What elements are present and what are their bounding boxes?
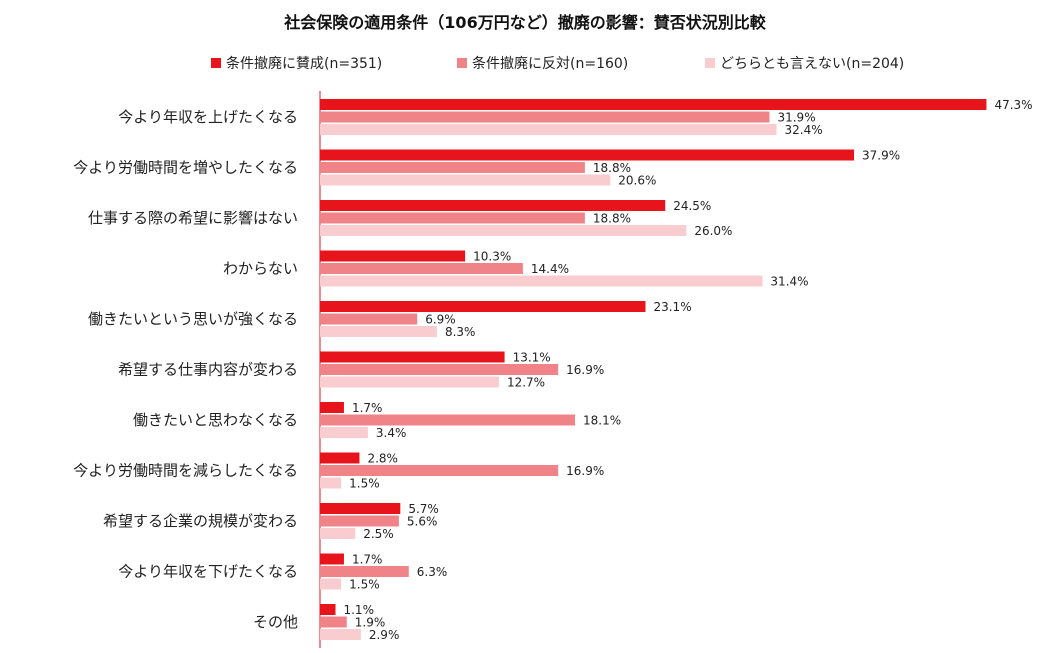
legend-label-1: 条件撤廃に反対(n=160) <box>472 55 628 72</box>
category-label-8: 希望する企業の規模が変わる <box>103 512 298 530</box>
value-label-10-2: 2.9% <box>369 628 400 642</box>
category-label-10: その他 <box>253 613 298 631</box>
bar-3-0 <box>320 250 466 262</box>
value-label-9-1: 6.3% <box>417 565 448 579</box>
value-label-2-1: 18.8% <box>593 212 631 226</box>
bar-2-1 <box>320 212 585 224</box>
category-label-0: 今より年収を上げたくなる <box>118 108 298 126</box>
legend: 条件撤廃に賛成(n=351) 条件撤廃に反対(n=160) どちらとも言えない(n=… <box>211 55 904 72</box>
value-label-3-1: 14.4% <box>531 262 569 276</box>
value-label-8-0: 5.7% <box>408 502 439 516</box>
value-label-3-2: 31.4% <box>770 275 808 289</box>
category-label-1: 今より労働時間を増やしたくなる <box>73 159 298 177</box>
value-label-1-0: 37.9% <box>862 149 900 163</box>
bar-9-2 <box>320 578 342 590</box>
bar-3-2 <box>320 275 763 287</box>
bar-6-1 <box>320 414 576 426</box>
bar-6-2 <box>320 427 368 438</box>
bar-0-1 <box>320 111 770 123</box>
value-label-6-1: 18.1% <box>583 414 621 428</box>
category-label-7: 今より労働時間を減らしたくなる <box>73 462 298 480</box>
value-labels: 47.3%31.9%32.4%37.9%18.8%20.6%24.5%18.8%… <box>343 98 1032 642</box>
bar-0-0 <box>320 99 987 110</box>
category-label-6: 働きたいと思わなくなる <box>133 411 298 429</box>
legend-label-0: 条件撤廃に賛成(n=351) <box>226 55 382 72</box>
legend-swatch-2 <box>705 58 715 68</box>
value-label-0-0: 47.3% <box>994 98 1032 112</box>
legend-label-2: どちらとも言えない(n=204) <box>720 56 904 72</box>
value-label-6-0: 1.7% <box>352 401 383 415</box>
bar-7-2 <box>320 477 342 489</box>
category-labels: 今より年収を上げたくなる今より労働時間を増やしたくなる仕事する際の希望に影響はな… <box>73 108 298 631</box>
bar-6-0 <box>320 402 344 413</box>
bar-2-0 <box>320 200 666 211</box>
bar-8-1 <box>320 515 399 527</box>
chart-title: 社会保険の適用条件（106万円など）撤廃の影響：賛否状況別比較 <box>283 13 766 32</box>
bar-7-1 <box>320 465 559 476</box>
value-label-6-2: 3.4% <box>376 426 407 440</box>
value-label-7-1: 16.9% <box>566 464 604 478</box>
value-label-1-2: 20.6% <box>618 174 656 188</box>
bar-2-2 <box>320 225 687 236</box>
value-label-0-1: 31.9% <box>777 111 815 125</box>
bar-5-1 <box>320 364 559 375</box>
value-label-4-1: 6.9% <box>425 313 456 327</box>
value-label-7-0: 2.8% <box>367 452 398 466</box>
value-label-8-2: 2.5% <box>363 527 394 541</box>
value-label-0-2: 32.4% <box>785 123 823 137</box>
category-label-4: 働きたいという思いが強くなる <box>88 310 298 328</box>
value-label-8-1: 5.6% <box>407 515 438 529</box>
value-label-9-0: 1.7% <box>352 553 383 567</box>
bars <box>320 99 987 640</box>
bar-1-0 <box>320 149 855 161</box>
bar-9-0 <box>320 553 344 565</box>
value-label-2-0: 24.5% <box>673 199 711 213</box>
legend-swatch-0 <box>211 58 221 68</box>
bar-8-0 <box>320 503 401 514</box>
bar-5-2 <box>320 376 499 388</box>
bar-10-2 <box>320 629 361 640</box>
value-label-1-1: 18.8% <box>593 161 631 175</box>
bar-8-2 <box>320 528 356 539</box>
value-label-4-0: 23.1% <box>653 300 691 314</box>
category-label-9: 今より年収を下げたくなる <box>118 563 298 581</box>
value-label-5-1: 16.9% <box>566 363 604 377</box>
value-label-10-1: 1.9% <box>355 616 386 630</box>
bar-5-0 <box>320 351 505 363</box>
bar-1-1 <box>320 162 585 173</box>
bar-1-2 <box>320 174 611 186</box>
value-label-7-2: 1.5% <box>349 477 380 491</box>
bar-4-1 <box>320 313 418 325</box>
bar-0-2 <box>320 124 777 135</box>
value-label-4-2: 8.3% <box>445 325 476 339</box>
bar-4-2 <box>320 326 437 337</box>
category-label-5: 希望する仕事内容が変わる <box>118 361 298 379</box>
bar-3-1 <box>320 263 523 274</box>
value-label-3-0: 10.3% <box>473 250 511 264</box>
value-label-9-2: 1.5% <box>349 578 380 592</box>
category-label-3: わからない <box>223 260 298 278</box>
bar-10-1 <box>320 616 347 628</box>
category-label-2: 仕事する際の希望に影響はない <box>88 209 298 227</box>
value-label-5-2: 12.7% <box>507 376 545 390</box>
value-label-10-0: 1.1% <box>343 603 374 617</box>
bar-4-0 <box>320 301 646 312</box>
bar-10-0 <box>320 604 336 615</box>
legend-swatch-1 <box>457 58 467 68</box>
value-label-5-0: 13.1% <box>513 351 551 365</box>
bar-9-1 <box>320 566 409 577</box>
value-label-2-2: 26.0% <box>694 224 732 238</box>
bar-7-0 <box>320 452 360 464</box>
